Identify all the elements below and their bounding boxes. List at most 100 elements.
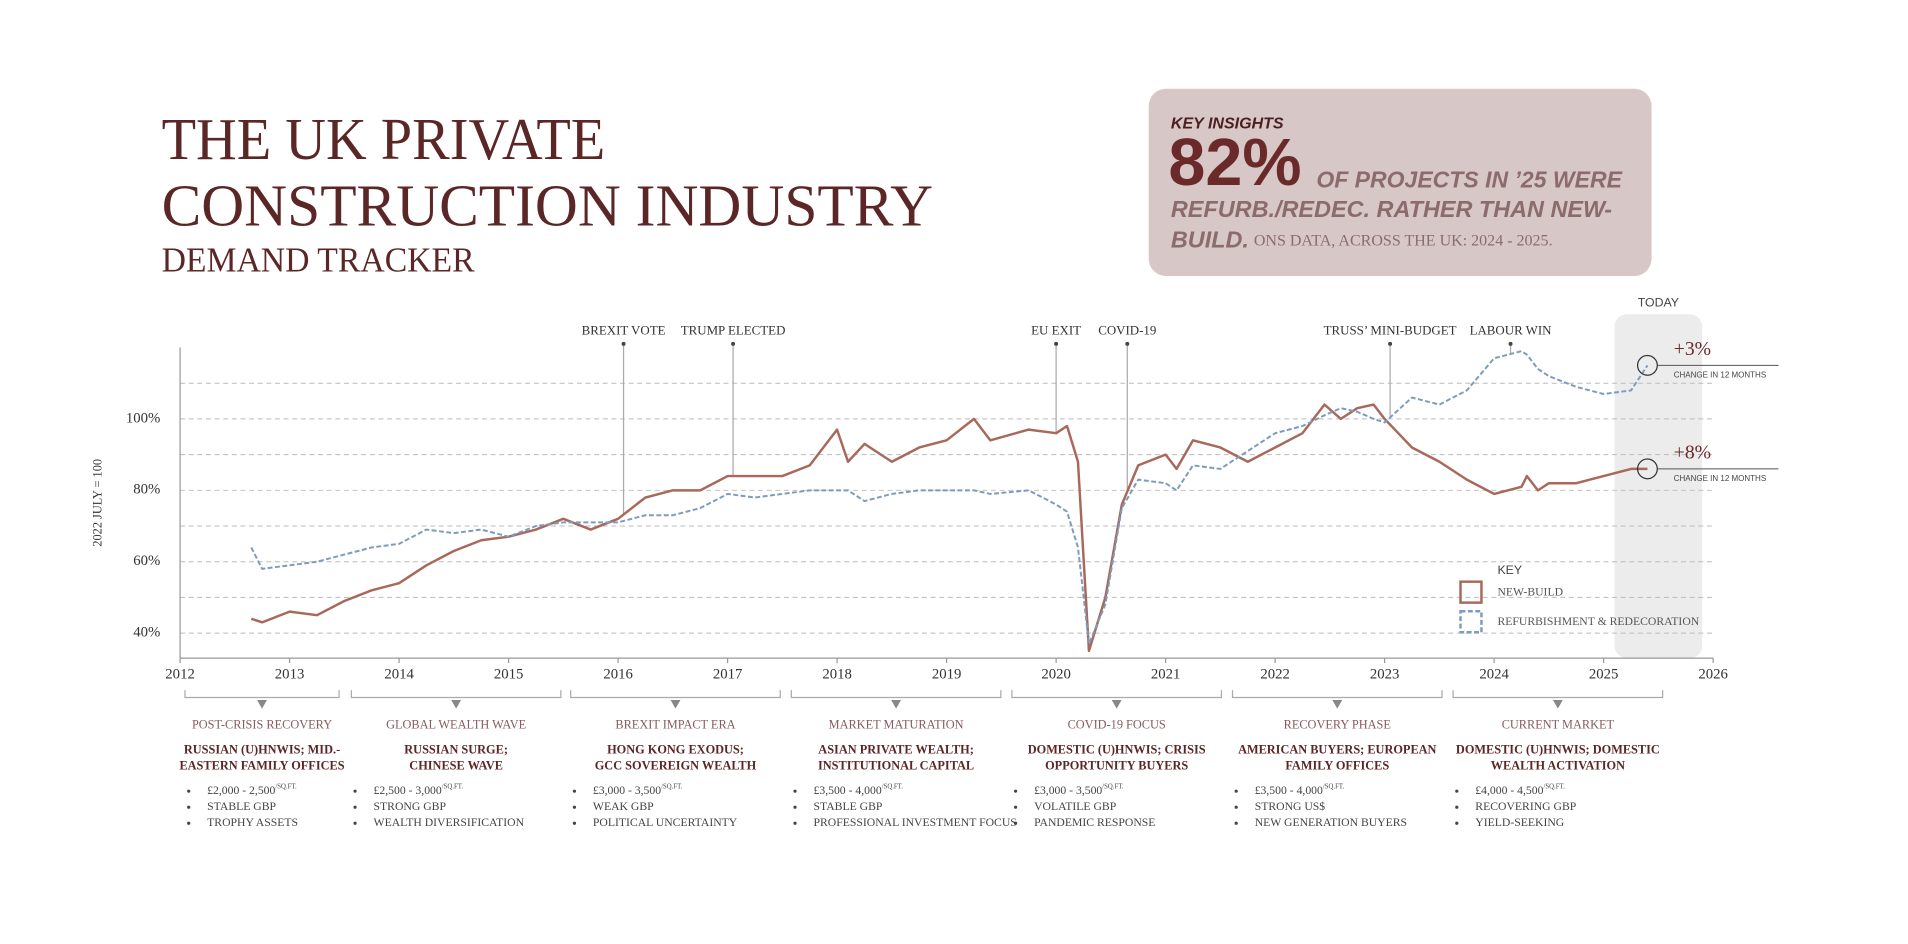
bullet-dot [1455, 821, 1459, 825]
today-label: TODAY [1638, 295, 1679, 309]
bullet-dot [1014, 821, 1018, 825]
period-bracket [790, 690, 1002, 699]
period-title: POST-CRISIS RECOVERY [192, 718, 332, 732]
period-title: GLOBAL WEALTH WAVE [386, 718, 526, 732]
event-dot [1125, 341, 1130, 346]
insights-background [1148, 88, 1652, 277]
period-title: COVID-19 FOCUS [1068, 718, 1166, 732]
insights-figure: 82% [1168, 126, 1301, 200]
price-unit: /SQ.FT. [1102, 783, 1124, 790]
period-buyers: FAMILY OFFICES [1285, 758, 1389, 772]
bullet-dot [1234, 789, 1238, 793]
event-label: EU EXIT [1031, 322, 1081, 337]
bullet-dot [1014, 805, 1018, 809]
x-tick-label: 2013 [275, 667, 305, 683]
event-label: BREXIT VOTE [582, 322, 666, 337]
period-buyers: DOMESTIC (U)HNWIS; DOMESTIC [1456, 742, 1660, 756]
period-bracket [1231, 690, 1443, 699]
x-tick-label: 2016 [603, 667, 633, 683]
y-tick-label: 40% [133, 624, 160, 640]
x-tick-label: 2020 [1041, 667, 1071, 683]
x-tick-label: 2026 [1698, 667, 1728, 683]
insights-statement: BUILD. [1171, 227, 1249, 253]
title-line: THE UK PRIVATE [162, 106, 606, 172]
event-dot [1388, 341, 1393, 346]
period-arrow [891, 699, 902, 709]
bullet-dot [793, 789, 797, 793]
periods: POST-CRISIS RECOVERY RUSSIAN (U)HNWIS; MI… [179, 690, 1664, 829]
period-buyers: RUSSIAN (U)HNWIS; MID.- [184, 742, 340, 756]
series-line [250, 403, 1648, 653]
price-unit: /SQ.FT. [882, 783, 904, 790]
x-tick-label: 2014 [384, 667, 414, 683]
period-buyers: HONG KONG EXODUS; [607, 742, 744, 756]
period-buyers: AMERICAN BUYERS; EUROPEAN [1238, 742, 1436, 756]
period-bullet: STRONG US$ [1255, 800, 1326, 813]
legend-swatch [1459, 580, 1483, 604]
title-line: CONSTRUCTION INDUSTRY [162, 173, 933, 239]
period-buyers: RUSSIAN SURGE; [404, 742, 508, 756]
price-range: £3,500 - 4,000 [814, 784, 882, 797]
price-range: £4,000 - 4,500 [1475, 784, 1543, 797]
title-block: THE UK PRIVATE CONSTRUCTION INDUSTRY DEM… [162, 106, 933, 280]
period-bullet: STABLE GBP [207, 800, 276, 813]
period-price: £3,500 - 4,000/SQ.FT. [814, 783, 904, 797]
x-tick-label: 2025 [1589, 667, 1619, 683]
period-bullet: WEALTH DIVERSIFICATION [374, 816, 525, 829]
legend-label: NEW-BUILD [1497, 585, 1563, 598]
period-bracket [350, 690, 562, 699]
bullet-dot [187, 789, 191, 793]
x-tick-label: 2023 [1370, 667, 1400, 683]
price-range: £3,500 - 4,000 [1255, 784, 1323, 797]
bullet-dot [572, 789, 577, 793]
bullet-dot [1455, 789, 1459, 793]
period-bullet: NEW GENERATION BUYERS [1255, 816, 1407, 829]
period-buyers: WEALTH ACTIVATION [1491, 758, 1625, 772]
series-line [250, 350, 1649, 645]
period-price: £2,000 - 2,500/SQ.FT. [207, 783, 297, 797]
x-tick-label: 2015 [494, 667, 524, 683]
period-arrow [1552, 699, 1563, 709]
y-tick-label: 100% [126, 410, 160, 426]
period-bracket [184, 690, 340, 699]
event-dot [731, 341, 736, 346]
bullet-dot [187, 805, 191, 809]
x-tick-label: 2021 [1151, 667, 1181, 683]
period-bullet: STABLE GBP [814, 800, 883, 813]
legend-swatch [1459, 610, 1483, 634]
event-dot [1054, 341, 1059, 346]
insights-heading: KEY INSIGHTS [1171, 115, 1284, 133]
period-title: CURRENT MARKET [1502, 718, 1615, 732]
period-buyers: INSTITUTIONAL CAPITAL [818, 758, 974, 772]
legend-label: REFURBISHMENT & REDECORATION [1497, 615, 1699, 628]
x-tick-label: 2012 [165, 667, 195, 683]
period-title: BREXIT IMPACT ERA [615, 718, 735, 732]
period-bullet: STRONG GBP [374, 800, 447, 813]
period-price: £4,000 - 4,500/SQ.FT. [1475, 783, 1565, 797]
price-unit: /SQ.FT. [442, 783, 464, 790]
change-label: +8% [1674, 442, 1711, 464]
bullet-dot [572, 821, 577, 825]
period-buyers: OPPORTUNITY BUYERS [1045, 758, 1188, 772]
x-tick-label: 2018 [822, 667, 852, 683]
price-range: £2,500 - 3,000 [374, 784, 442, 797]
change-note: CHANGE IN 12 MONTHS [1674, 370, 1766, 379]
bullet-dot [1455, 805, 1459, 809]
period-bracket [1452, 690, 1664, 699]
y-tick-label: 60% [133, 553, 160, 569]
insights-statement: REFURB./REDEC. RATHER THAN NEW- [1171, 196, 1612, 222]
period-bullet: YIELD-SEEKING [1475, 816, 1564, 829]
y-tick-label: 80% [133, 482, 160, 498]
period-buyers: EASTERN FAMILY OFFICES [179, 758, 344, 772]
x-tick-label: 2022 [1260, 667, 1290, 683]
bullet-dot [572, 805, 577, 809]
period-bracket [570, 690, 781, 699]
insights-statement: OF PROJECTS IN ’25 WERE [1316, 166, 1623, 192]
period-arrow [670, 699, 681, 709]
x-tick-label: 2019 [932, 667, 962, 683]
period-price: £3,500 - 4,000/SQ.FT. [1255, 783, 1345, 797]
period-arrow [1111, 699, 1122, 709]
period-bullet: RECOVERING GBP [1475, 800, 1576, 813]
y-axis-label: 2022 JULY = 100 [91, 459, 105, 547]
